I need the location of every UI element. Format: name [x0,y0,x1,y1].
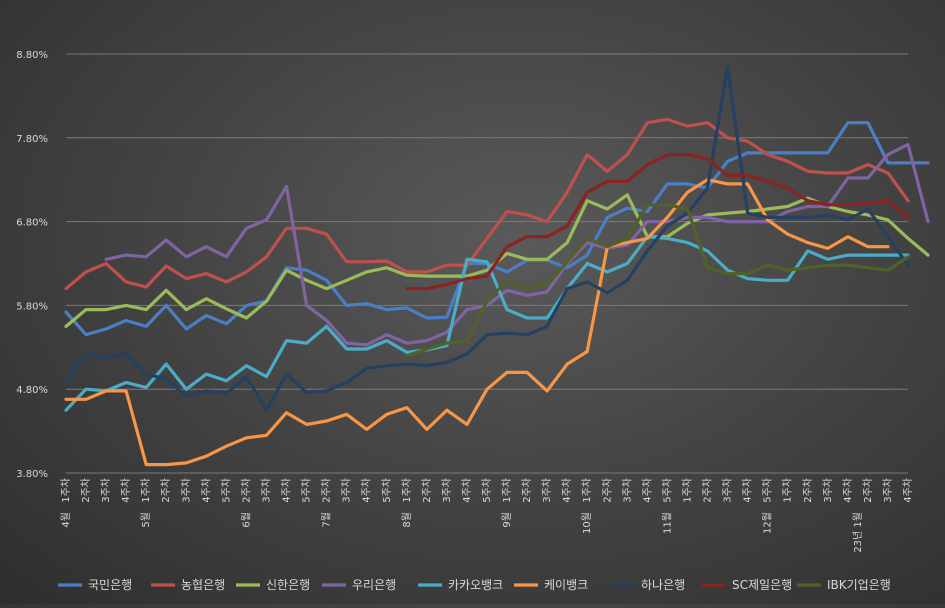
x-tick-label: 3주차 [341,478,353,503]
x-month-label: 7월 [321,512,333,528]
x-tick-label: 1주차 [140,478,152,503]
x-tick-label: 4주차 [361,478,373,503]
x-tick-label: 2주차 [521,478,533,503]
x-tick-label: 2주차 [862,478,874,503]
x-tick-label: 1주차 [501,478,513,503]
x-month-label: 5월 [140,512,152,528]
x-month-label: 12월 [762,512,774,534]
x-tick-label: 4주차 [641,478,653,503]
y-tick-label: 5.80% [16,301,48,312]
x-tick-label: 1주차 [681,478,693,503]
x-month-label: 8월 [401,512,413,528]
x-tick-label: 3주차 [100,478,112,503]
series-line [405,153,910,291]
x-tick-label: 4주차 [281,478,293,503]
series-line [64,121,930,337]
x-tick-label: 1주차 [782,478,794,503]
legend-label: IBK기업은행 [827,577,891,592]
x-tick-label: 4주차 [200,478,212,503]
legend-label: 농협은행 [181,577,225,592]
x-tick-label: 3주차 [260,478,272,503]
x-month-label: 6월 [240,512,252,528]
x-month-label: 9월 [501,512,513,528]
x-tick-label: 5주차 [301,478,313,503]
series-lines [64,65,930,467]
x-month-label: 10월 [581,512,593,534]
x-tick-label: 1주차 [401,478,413,503]
x-tick-label: 4주차 [842,478,854,503]
x-tick-label: 5주차 [661,478,673,503]
x-tick-label: 3주차 [441,478,453,503]
y-tick-label: 6.80% [16,218,48,229]
series-line [405,203,910,358]
legend-label: 카카오뱅크 [448,578,503,592]
x-tick-label: 5주차 [381,478,393,503]
x-tick-label: 2주차 [421,478,433,503]
x-tick-label: 4주차 [120,478,132,503]
x-tick-label: 4주차 [561,478,573,503]
y-tick-label: 8.80% [16,50,48,61]
x-tick-label: 5주차 [481,478,493,503]
x-tick-label: 3주차 [882,478,894,503]
legend: 국민은행 농협은행 신한은행 우리은행 카카오뱅크 케이뱅크 하나은행 SC제일은행 IBK기업… [58,577,891,592]
y-axis-tick-labels: 3.80% 4.80% 5.80% 6.80% 7.80% 8.80% [16,50,48,480]
x-tick-label: 5주차 [220,478,232,503]
x-month-label: 4월 [60,512,72,528]
series-line [64,117,910,291]
x-tick-label: 2주차 [240,478,252,503]
series-line [64,235,910,412]
x-tick-label: 5주차 [762,478,774,503]
legend-label: SC제일은행 [732,577,792,592]
x-tick-label: 3주차 [180,478,192,503]
x-tick-label: 2주차 [702,478,714,503]
x-month-label: 11월 [661,512,673,534]
x-tick-label: 4주차 [902,478,914,503]
x-axis-tick-labels: 1주차 2주차 3주차 4주차 1주차 2주차 3주차 4주차 5주차 2주차 3주차 4주차 5주차 2… [60,478,914,553]
x-tick-label: 2주차 [601,478,613,503]
x-tick-label: 2주차 [80,478,92,503]
x-tick-label: 1주차 [581,478,593,503]
y-tick-label: 7.80% [16,134,48,145]
y-tick-label: 3.80% [16,469,48,480]
x-month-label: 23년 1월 [852,512,864,553]
legend-label: 우리은행 [352,577,396,592]
legend-label: 국민은행 [88,577,132,592]
x-tick-label: 3주차 [541,478,553,503]
x-tick-label: 4주차 [742,478,754,503]
x-tick-label: 2주차 [802,478,814,503]
x-tick-label: 1주차 [60,478,72,503]
legend-label: 신한은행 [266,577,310,592]
x-tick-label: 3주차 [822,478,834,503]
series-line [104,142,930,347]
x-tick-label: 2주차 [321,478,333,503]
x-tick-label: 4주차 [461,478,473,503]
legend-label: 케이뱅크 [544,578,588,592]
legend-label: 하나은행 [641,577,685,592]
x-tick-label: 2주차 [160,478,172,503]
series-line [64,65,910,412]
y-tick-label: 4.80% [16,385,48,396]
x-tick-label: 3주차 [722,478,734,503]
series-line [64,178,890,467]
x-tick-label: 3주차 [621,478,633,503]
